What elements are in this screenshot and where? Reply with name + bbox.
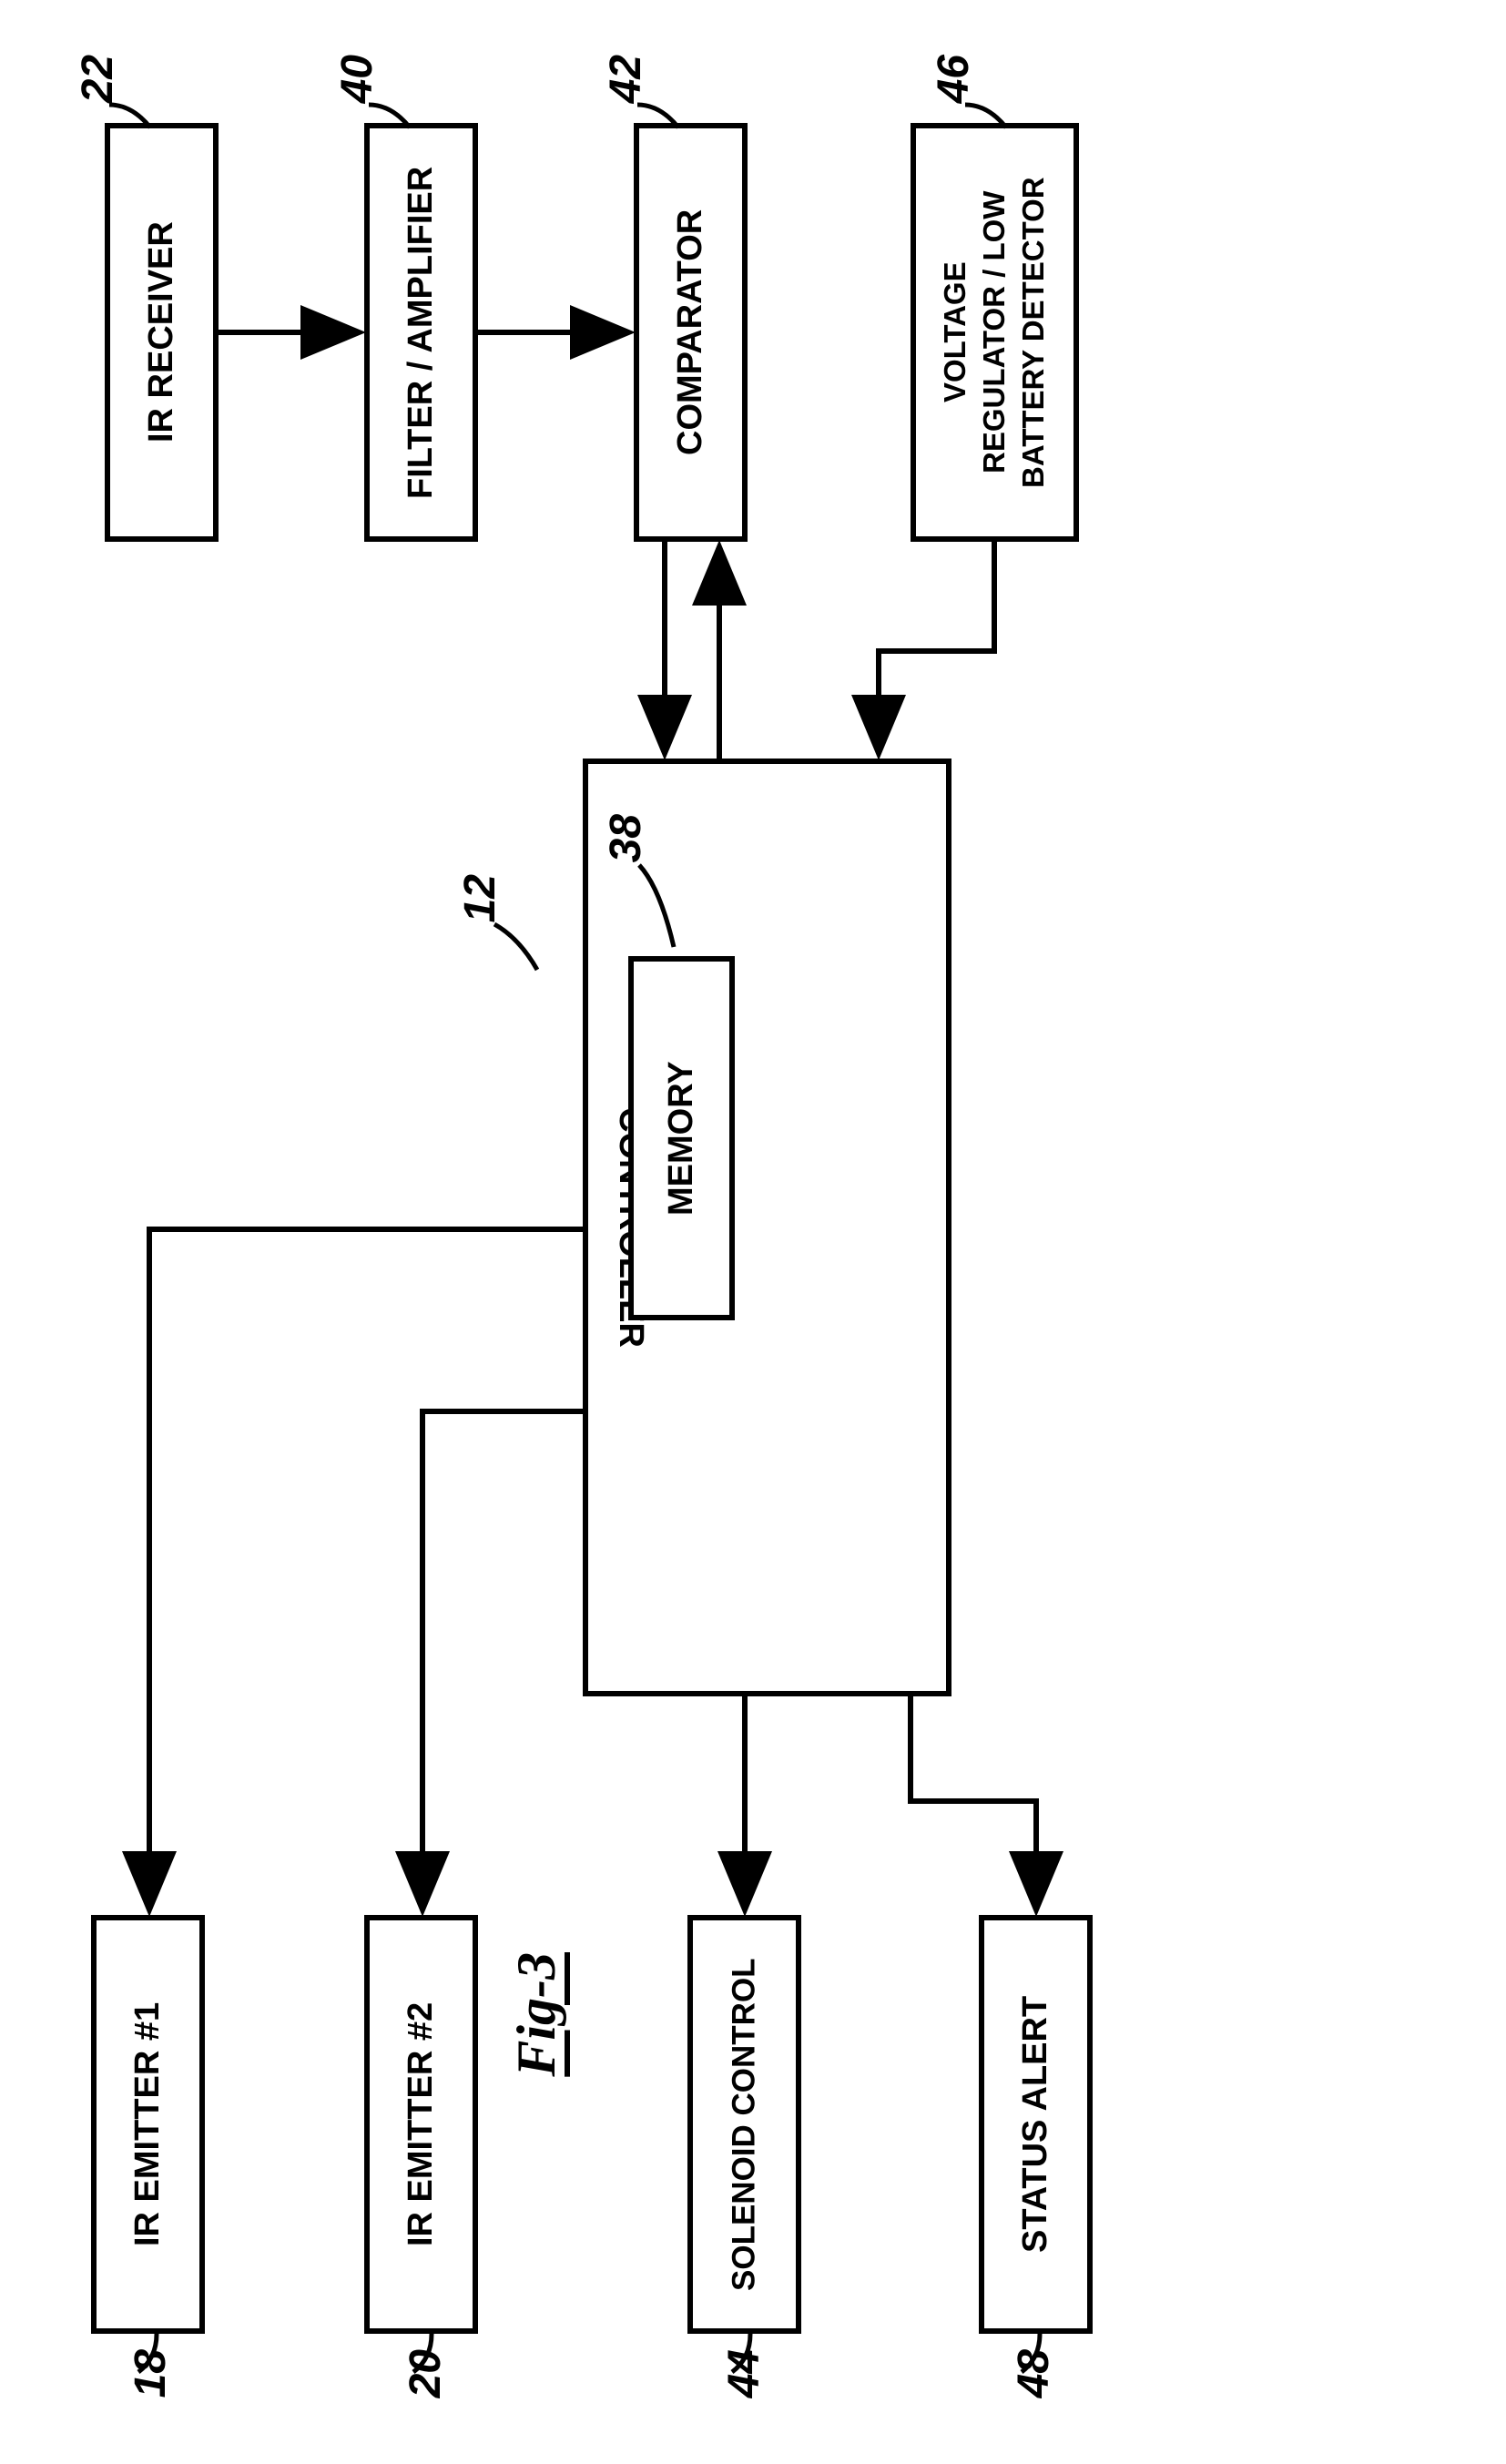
voltage-reg-line3: BATTERY DETECTOR (1014, 177, 1053, 488)
ref-40: 40 (332, 55, 382, 103)
ir-receiver-label: IR RECEIVER (142, 222, 181, 443)
voltage-reg-line1: VOLTAGE (936, 262, 975, 403)
memory-box: MEMORY (628, 956, 735, 1320)
fig-label: Fig-3 (505, 1952, 568, 2077)
voltage-reg-box: VOLTAGE REGULATOR / LOW BATTERY DETECTOR (911, 123, 1079, 542)
ref-42: 42 (601, 55, 651, 103)
memory-label: MEMORY (662, 1061, 701, 1216)
comparator-box: COMPARATOR (634, 123, 748, 542)
solenoid-label: SOLENOID CONTROL (727, 1958, 763, 2291)
ir-receiver-box: IR RECEIVER (105, 123, 219, 542)
ir-emitter-1-label: IR EMITTER #1 (128, 2002, 168, 2246)
ref-38: 38 (601, 814, 651, 862)
ir-emitter-2-box: IR EMITTER #2 (364, 1915, 478, 2334)
filter-amp-label: FILTER / AMPLIFIER (402, 166, 441, 498)
ir-emitter-1-box: IR EMITTER #1 (91, 1915, 205, 2334)
ref-44: 44 (719, 2349, 769, 2398)
ir-emitter-2-label: IR EMITTER #2 (402, 2002, 441, 2246)
ref-48: 48 (1009, 2349, 1059, 2398)
diagram-canvas: IR RECEIVER FILTER / AMPLIFIER COMPARATO… (0, 0, 1506, 2464)
status-label: STATUS ALERT (1016, 1996, 1055, 2253)
voltage-reg-line2: REGULATOR / LOW (975, 191, 1014, 473)
filter-amp-box: FILTER / AMPLIFIER (364, 123, 478, 542)
ref-12: 12 (455, 874, 505, 922)
ref-22: 22 (73, 55, 123, 103)
ref-20: 20 (401, 2349, 451, 2398)
comparator-label: COMPARATOR (671, 209, 710, 455)
ref-46: 46 (929, 55, 979, 103)
solenoid-box: SOLENOID CONTROL (687, 1915, 801, 2334)
ref-18: 18 (126, 2349, 176, 2398)
status-box: STATUS ALERT (979, 1915, 1093, 2334)
